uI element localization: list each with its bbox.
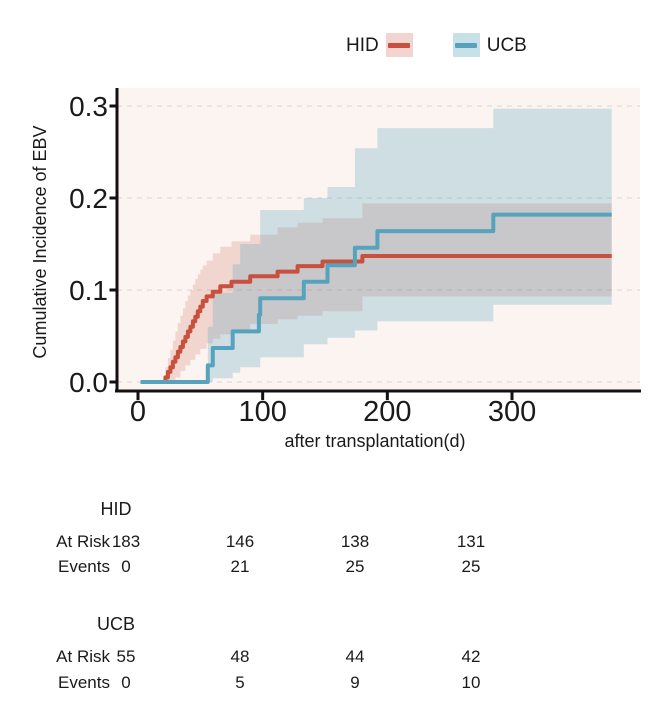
ucb-legend-key-icon — [452, 33, 480, 57]
legend-label-ucb: UCB — [486, 34, 527, 56]
risk-row-label: At Risk — [56, 532, 110, 551]
x-tick-label: 200 — [363, 396, 411, 428]
hid-key-line-icon — [388, 42, 411, 48]
risk-value: 0 — [121, 557, 131, 576]
ucb-key-line-icon — [455, 42, 478, 48]
x-tick-label: 100 — [238, 396, 286, 428]
hid-legend-key-icon — [385, 33, 413, 57]
risk-value: 48 — [230, 647, 250, 666]
chart-legend: HID UCB — [346, 33, 527, 57]
hid-confidence-band — [140, 203, 612, 382]
risk-table-group-label: UCB — [96, 614, 135, 634]
risk-value: 9 — [350, 673, 360, 692]
risk-value: 55 — [116, 647, 136, 666]
risk-value: 44 — [345, 647, 365, 666]
risk-row-label: Events — [58, 673, 110, 692]
risk-value: 5 — [235, 673, 245, 692]
legend-label-hid: HID — [346, 34, 379, 56]
x-axis-title: after transplantation(d) — [284, 431, 465, 451]
risk-value: 42 — [461, 647, 481, 666]
risk-value: 0 — [121, 673, 131, 692]
y-tick-label: 0.2 — [69, 183, 108, 214]
legend-item-hid: HID — [346, 33, 413, 57]
risk-table-group-label: HID — [100, 499, 132, 519]
risk-value: 10 — [461, 673, 481, 692]
risk-value: 138 — [340, 532, 370, 551]
ucb-incidence-curve — [140, 212, 612, 384]
y-tick-label: 0.1 — [69, 275, 108, 306]
x-tick-label: 0 — [130, 396, 146, 428]
risk-value: 131 — [456, 532, 486, 551]
y-tick-label: 0.3 — [69, 91, 108, 122]
risk-value: 25 — [345, 557, 365, 576]
risk-value: 146 — [225, 532, 255, 551]
x-tick-label: 300 — [488, 396, 536, 428]
risk-row-label: At Risk — [56, 647, 110, 666]
risk-value: 25 — [461, 557, 481, 576]
risk-value: 21 — [230, 557, 250, 576]
y-axis-title: Cumulative Incidence of EBV — [30, 125, 50, 358]
cumulative-incidence-chart: 0 100 200 300 0.0 0.1 0.2 0.3 after transplantat… — [30, 88, 641, 451]
y-tick-label: 0.0 — [69, 367, 108, 398]
hid-incidence-curve — [140, 254, 612, 384]
legend-item-ucb: UCB — [452, 33, 527, 57]
risk-value: 183 — [111, 532, 141, 551]
risk-row-label: Events — [58, 557, 110, 576]
